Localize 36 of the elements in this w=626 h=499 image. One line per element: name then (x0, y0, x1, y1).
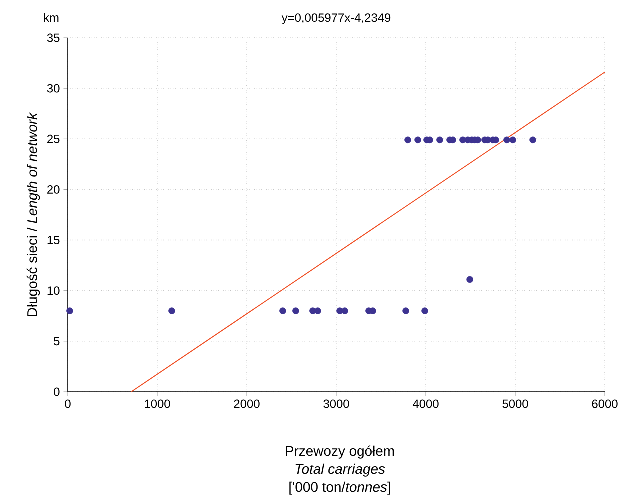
text: km (44, 13, 59, 22)
y-tick-label: 30 (47, 84, 60, 93)
y-tick-label: 20 (48, 185, 60, 194)
x-tick-label: 0 (65, 400, 71, 408)
y-tick-label: 5 (54, 337, 60, 346)
point (292, 308, 300, 314)
point (466, 276, 474, 284)
x-tick-label: 6000 (592, 400, 618, 408)
point (66, 308, 74, 314)
point (422, 308, 428, 314)
y-tick-label: 10 (48, 286, 60, 296)
point (280, 308, 286, 314)
x-tick-label: 3000 (324, 400, 350, 408)
text: Total carriages (296, 464, 386, 477)
text: ['000 ton/tonnes] (290, 482, 390, 495)
chart-title: y=0,005977x-4,2349 (282, 14, 391, 25)
point (530, 136, 536, 144)
point (314, 308, 322, 314)
point (414, 136, 422, 144)
x-tick-label: 4000 (412, 400, 439, 408)
point (436, 136, 444, 144)
y-tick-label: 25 (48, 134, 60, 144)
x-tick-label: 1000 (145, 400, 170, 408)
y-tick-label: 15 (48, 236, 60, 244)
point (342, 308, 348, 314)
point (404, 136, 412, 144)
point (402, 308, 410, 314)
x-tick-label: 2000 (234, 400, 260, 408)
point (168, 308, 176, 314)
x-axis-title: Przewozy ogółem (286, 446, 394, 459)
point (504, 136, 510, 144)
x-tick-label: 5000 (502, 400, 528, 408)
y-tick-label: 0 (54, 388, 60, 396)
point (510, 136, 516, 144)
y-axis-title: Długość sieci / Length of network (26, 112, 40, 316)
y-tick-label: 35 (47, 34, 60, 42)
